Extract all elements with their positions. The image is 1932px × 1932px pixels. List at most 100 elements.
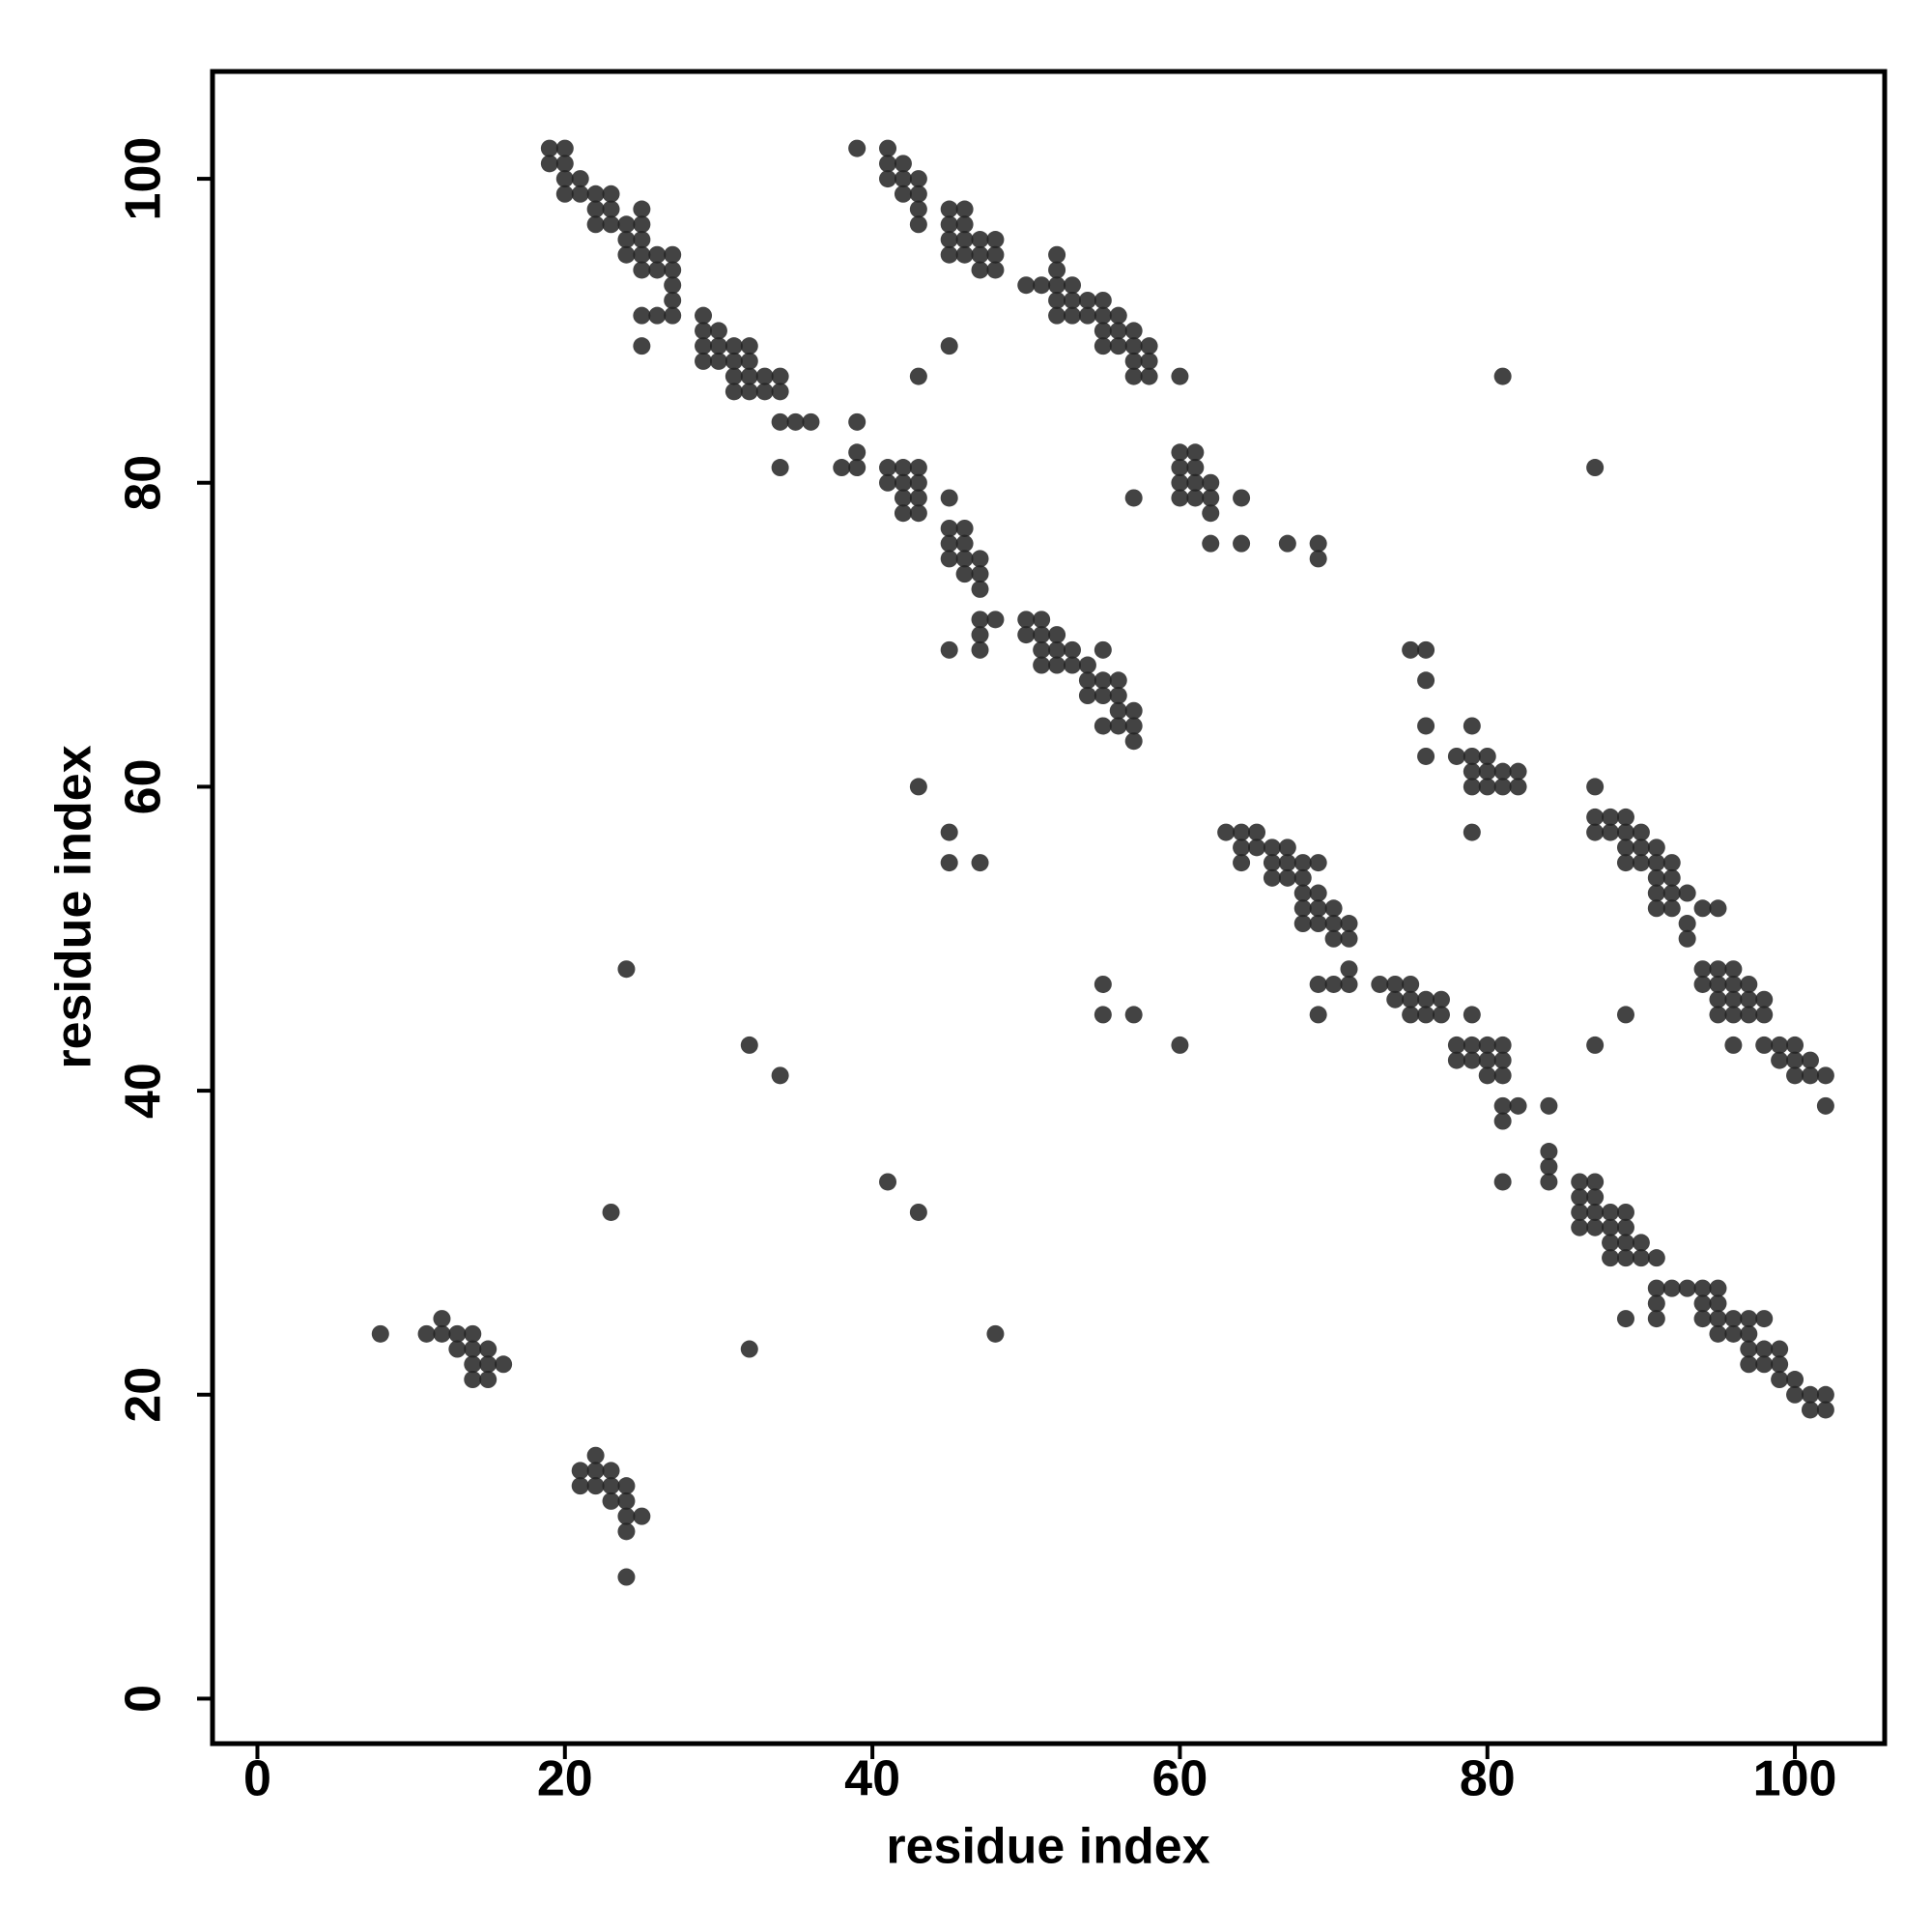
contact-point [602, 1477, 620, 1495]
x-axis-title: residue index [886, 1819, 1209, 1875]
contact-point [1709, 960, 1727, 979]
contact-point [1017, 611, 1036, 629]
contact-point [1233, 838, 1251, 857]
contact-point [986, 611, 1005, 629]
contact-point [1309, 550, 1327, 568]
contact-point [1755, 1340, 1774, 1358]
contact-point [479, 1355, 497, 1374]
contact-point [879, 1173, 897, 1191]
contact-point [1078, 671, 1096, 690]
contact-point [617, 245, 636, 264]
contact-point [1540, 1173, 1558, 1191]
contact-point [1632, 838, 1650, 857]
contact-point [1740, 1340, 1758, 1358]
contact-point [955, 200, 974, 218]
contact-point [1247, 838, 1265, 857]
contact-point [1463, 823, 1481, 841]
contact-point [1309, 854, 1327, 872]
contact-point [1247, 823, 1265, 841]
contact-point [1432, 990, 1450, 1009]
contact-point [571, 1477, 589, 1495]
contact-point [464, 1324, 482, 1343]
contact-point [1755, 990, 1774, 1009]
contact-point [1278, 868, 1296, 887]
contact-point [955, 215, 974, 234]
contact-point [1293, 915, 1312, 933]
contact-point [1140, 352, 1158, 370]
contact-point [1801, 1401, 1819, 1419]
contact-point [1602, 1218, 1620, 1236]
contact-point [940, 200, 958, 218]
x-tick-label: 80 [1460, 1751, 1516, 1807]
contact-point [771, 459, 789, 477]
contact-point [1293, 884, 1312, 902]
contact-point [1233, 489, 1251, 507]
contact-point [1094, 322, 1112, 340]
contact-point [1202, 504, 1220, 523]
contact-point [1124, 322, 1143, 340]
contact-point [1740, 1310, 1758, 1328]
contact-point [971, 565, 989, 583]
contact-point [940, 245, 958, 264]
contact-point [971, 626, 989, 644]
contact-point [464, 1340, 482, 1358]
contact-point [940, 489, 958, 507]
contact-point [633, 215, 651, 234]
contact-point [555, 139, 574, 157]
contact-point [1709, 1324, 1727, 1343]
contact-point [448, 1340, 467, 1358]
contact-point [1186, 473, 1205, 492]
contact-point [1478, 1051, 1496, 1069]
contact-point [1048, 656, 1066, 674]
contact-point [1586, 1218, 1605, 1236]
contact-point [1402, 1006, 1420, 1024]
contact-point [986, 245, 1005, 264]
contact-point [971, 261, 989, 279]
y-tick-label: 40 [116, 1063, 172, 1119]
contact-point [771, 367, 789, 385]
contact-point [586, 185, 605, 203]
contact-point [1064, 291, 1082, 309]
contact-point [1124, 337, 1143, 355]
contact-point [955, 534, 974, 553]
contact-point [1493, 1036, 1512, 1054]
contact-point [1616, 1249, 1634, 1267]
contact-point [1647, 1310, 1665, 1328]
contact-point [1647, 899, 1665, 918]
contact-point [1602, 1249, 1620, 1267]
contact-point [586, 1462, 605, 1480]
contact-point [986, 231, 1005, 249]
contact-point [1616, 1218, 1634, 1236]
contact-point [617, 1522, 636, 1541]
contact-point [1109, 337, 1127, 355]
contact-point [771, 383, 789, 401]
contact-point [1740, 1324, 1758, 1343]
contact-point [602, 200, 620, 218]
contact-point [879, 170, 897, 188]
contact-point [433, 1310, 451, 1328]
contact-point [540, 155, 558, 173]
contact-point [1094, 1006, 1112, 1024]
contact-point [940, 640, 958, 659]
contact-point [664, 245, 682, 264]
contact-point [909, 170, 927, 188]
contact-point [1202, 534, 1220, 553]
contact-point [1771, 1051, 1789, 1069]
contact-point [433, 1324, 451, 1343]
contact-point [1662, 1279, 1681, 1297]
contact-point [1724, 990, 1743, 1009]
contact-point [617, 1492, 636, 1510]
contact-point [1048, 245, 1066, 264]
contact-point [1709, 1006, 1727, 1024]
contact-point [664, 276, 682, 295]
contact-point [1616, 1006, 1634, 1024]
contact-point [633, 245, 651, 264]
contact-point [1078, 687, 1096, 705]
contact-point [1709, 899, 1727, 918]
contact-point [1478, 747, 1496, 765]
contact-point [1493, 1112, 1512, 1130]
contact-point [940, 534, 958, 553]
contact-point [648, 245, 667, 264]
contact-point [1324, 915, 1343, 933]
contact-point [648, 261, 667, 279]
